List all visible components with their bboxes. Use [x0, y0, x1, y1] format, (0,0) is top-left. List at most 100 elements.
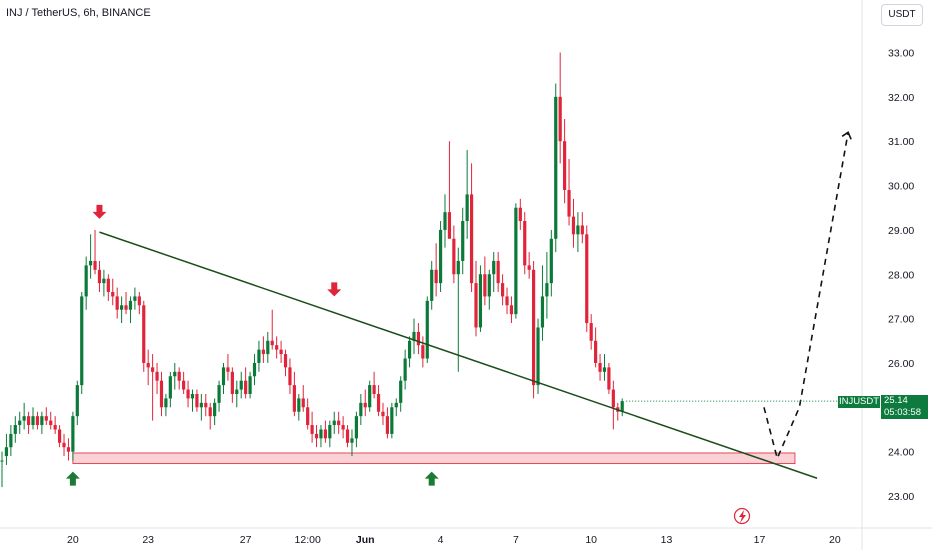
- candle-body: [235, 389, 239, 394]
- candle-body: [142, 305, 146, 363]
- candle-body: [221, 367, 226, 386]
- candle-body: [434, 269, 438, 284]
- symbol-price-label: INJUSDT: [838, 396, 880, 408]
- y-tick-label: 23.00: [888, 491, 914, 503]
- candle-body: [576, 225, 580, 235]
- candle-body: [611, 389, 615, 408]
- candle-body: [500, 283, 505, 297]
- last-price-label: 25.14 05:03:58: [881, 395, 928, 419]
- y-tick-label: 28.00: [888, 269, 914, 281]
- candle-body: [443, 212, 447, 230]
- candle-body: [381, 411, 385, 417]
- x-tick-label: 12:00: [295, 534, 321, 546]
- candle-body: [292, 385, 296, 412]
- candle-body: [164, 398, 168, 408]
- candle-body: [120, 305, 124, 310]
- candle-body: [620, 401, 624, 412]
- candle-body: [354, 416, 358, 439]
- candle-body: [217, 385, 221, 403]
- candle-body: [523, 221, 527, 266]
- y-tick-label: 31.00: [888, 136, 914, 148]
- candle-body: [66, 447, 71, 452]
- candle-body: [602, 367, 607, 372]
- candle-body: [425, 300, 429, 359]
- candle-body: [363, 402, 367, 408]
- candle-body: [598, 362, 602, 372]
- last-price-value: 25.14: [884, 395, 908, 406]
- candle-body: [492, 260, 496, 275]
- candle-body: [461, 221, 465, 261]
- candle-body: [345, 429, 350, 443]
- candle-body: [248, 376, 252, 394]
- candle-body: [385, 416, 390, 434]
- x-tick-label: 4: [438, 534, 444, 546]
- y-tick-label: 32.00: [888, 92, 914, 104]
- candle-body: [438, 229, 443, 284]
- flash-icon[interactable]: [733, 507, 751, 525]
- candle-countdown: 05:03:58: [884, 407, 921, 418]
- candle-body: [111, 291, 115, 297]
- candle-body: [252, 362, 257, 377]
- candle-body: [275, 345, 279, 350]
- candle-body: [589, 323, 593, 341]
- candle-body: [474, 283, 478, 328]
- candle-body: [399, 380, 403, 403]
- candle-body: [177, 371, 181, 381]
- candle-body: [456, 260, 460, 275]
- candle-body: [571, 216, 576, 235]
- currency-button[interactable]: USDT: [881, 4, 923, 26]
- candle-body: [540, 296, 545, 328]
- candle-body: [93, 260, 97, 270]
- candle-body: [279, 349, 283, 355]
- candle-body: [514, 207, 518, 315]
- candle-body: [257, 349, 261, 363]
- candle-body: [151, 367, 155, 372]
- candle-body: [332, 420, 336, 426]
- support-zone: [72, 452, 796, 465]
- x-tick-label: 7: [513, 534, 519, 546]
- candle-body: [159, 380, 164, 408]
- candle-body: [509, 305, 514, 315]
- candle-body: [186, 389, 190, 399]
- candle-body: [337, 420, 341, 426]
- candle-body: [26, 416, 31, 426]
- candle-body: [297, 398, 301, 412]
- candle-body: [496, 260, 500, 284]
- candle-body: [173, 371, 177, 377]
- candle-body: [137, 296, 141, 306]
- candle-body: [350, 438, 354, 443]
- y-tick-label: 24.00: [888, 447, 914, 459]
- candle-body: [319, 429, 323, 439]
- candle-body: [75, 385, 79, 417]
- candle-body: [421, 345, 425, 359]
- candle-body: [483, 274, 487, 297]
- candle-body: [585, 234, 589, 324]
- candle-body: [89, 260, 93, 266]
- y-axis: 23.0024.0025.0026.0027.0028.0029.0030.00…: [888, 48, 914, 504]
- candle-body: [168, 376, 172, 399]
- candle-body: [478, 274, 483, 328]
- x-tick-label: 27: [240, 534, 252, 546]
- candle-body: [97, 269, 102, 284]
- candle-body: [266, 340, 270, 355]
- candles-group: [0, 52, 624, 488]
- candle-body: [328, 425, 332, 439]
- candle-body: [310, 425, 314, 434]
- arrow-up-marker: [65, 471, 80, 486]
- candle-body: [403, 358, 407, 381]
- chart-title: INJ / TetherUS, 6h, BINANCE: [6, 7, 151, 19]
- candle-body: [84, 265, 88, 297]
- candle-body: [412, 331, 416, 341]
- candle-body: [190, 393, 195, 399]
- candle-body: [35, 416, 40, 426]
- candle-body: [416, 331, 421, 346]
- candle-body: [261, 349, 265, 355]
- candle-body: [53, 425, 57, 430]
- candle-body: [155, 371, 159, 381]
- candle-body: [283, 354, 288, 368]
- candle-body: [213, 402, 217, 417]
- candle-body: [239, 380, 243, 390]
- candle-body: [22, 416, 26, 421]
- candle-body: [4, 447, 9, 457]
